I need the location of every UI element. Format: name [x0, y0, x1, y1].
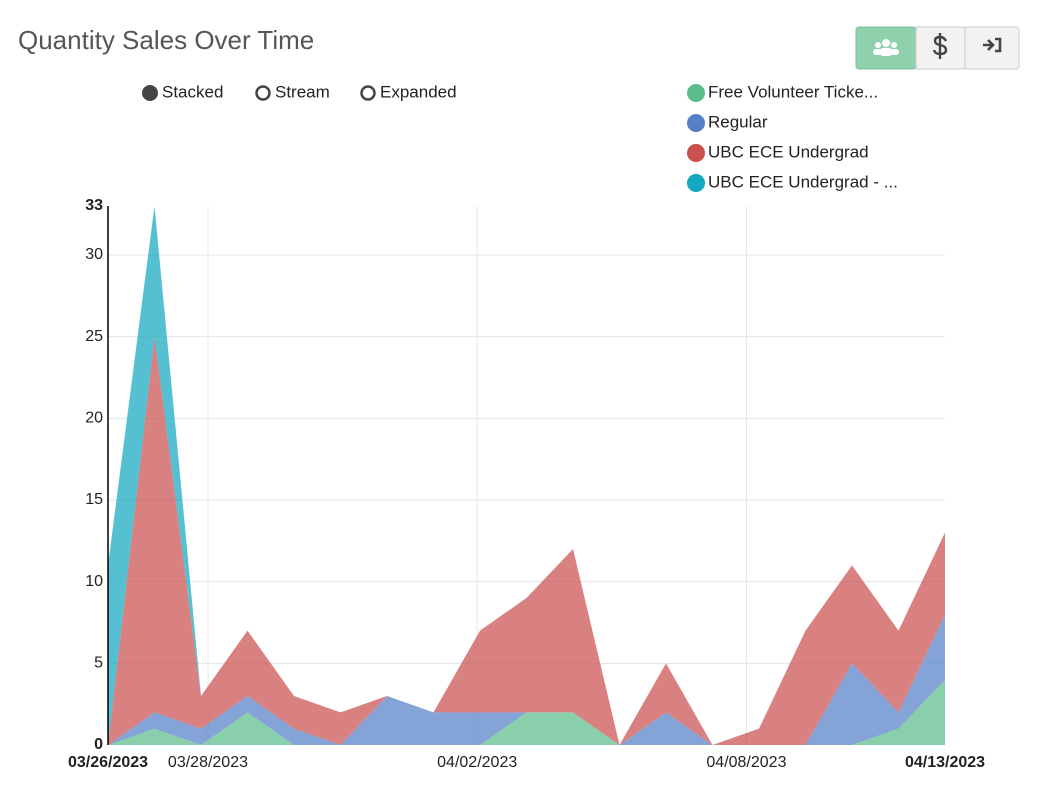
area	[108, 679, 945, 745]
legend-label: Free Volunteer Ticke...	[708, 82, 878, 101]
radio[interactable]	[360, 85, 376, 101]
dollar-icon	[932, 33, 948, 59]
chart-title: Quantity Sales Over Time	[18, 25, 314, 55]
radio[interactable]	[142, 85, 158, 101]
y-tick-label: 33	[85, 197, 103, 214]
control-label: Stacked	[162, 82, 223, 101]
y-tick-label: 5	[94, 655, 103, 672]
x-tick-label: 03/26/2023	[68, 754, 148, 771]
view-buttons	[855, 26, 1020, 70]
legend-label: UBC ECE Undergrad - ...	[708, 172, 898, 191]
legend-label: UBC ECE Undergrad	[708, 142, 869, 161]
control-label: Stream	[275, 82, 330, 101]
y-tick-label: 30	[85, 246, 103, 263]
x-tick-label: 03/28/2023	[168, 754, 248, 771]
x-tick-label: 04/13/2023	[905, 754, 985, 771]
control-label: Expanded	[380, 82, 457, 101]
people-icon	[873, 39, 899, 56]
y-tick-label: 10	[85, 573, 103, 590]
radio[interactable]	[255, 85, 271, 101]
legend-label: Regular	[708, 112, 768, 131]
x-tick-label: 04/08/2023	[706, 754, 786, 771]
area	[108, 614, 945, 745]
x-tick-label: 04/02/2023	[437, 754, 517, 771]
y-tick-label: 0	[94, 736, 103, 753]
checkin-button[interactable]	[964, 26, 1020, 70]
legend-swatch[interactable]	[687, 84, 705, 102]
signin-icon	[983, 37, 1002, 53]
legend-swatch[interactable]	[687, 114, 705, 132]
legend-swatch[interactable]	[687, 174, 705, 192]
area	[108, 336, 945, 745]
y-tick-label: 20	[85, 410, 103, 427]
y-tick-label: 25	[85, 328, 103, 345]
legend-swatch[interactable]	[687, 144, 705, 162]
y-tick-label: 15	[85, 491, 103, 508]
